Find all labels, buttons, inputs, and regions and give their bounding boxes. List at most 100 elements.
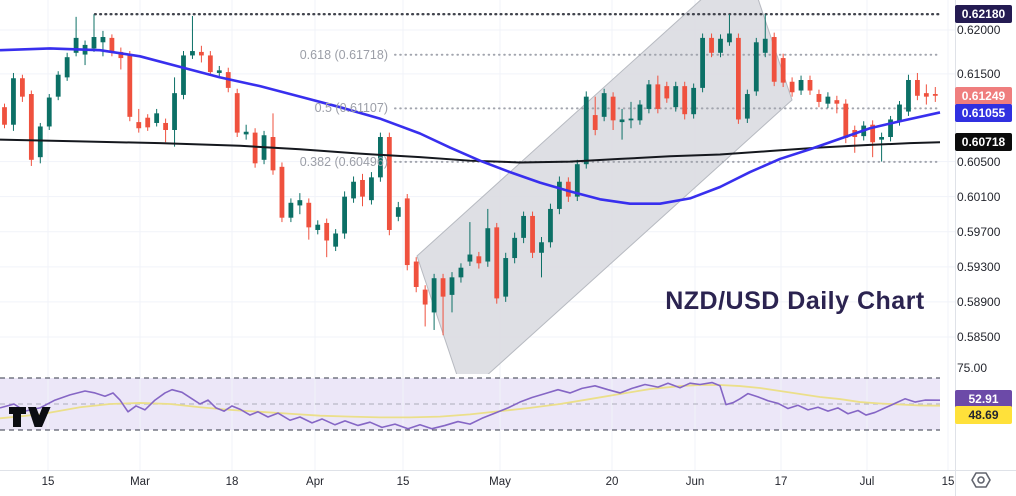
candle-body	[181, 55, 186, 95]
candle-body	[172, 93, 177, 130]
candle-body	[906, 79, 911, 112]
candle-body	[37, 126, 43, 158]
time-axis-label[interactable]: Mar	[130, 476, 150, 488]
candle-body	[530, 215, 535, 253]
candle-body	[163, 122, 168, 130]
candle-body	[378, 137, 383, 178]
candle-body	[825, 96, 831, 104]
candle-body	[789, 81, 795, 93]
candle-body	[360, 179, 365, 197]
candle-body	[351, 181, 356, 199]
candle-body	[485, 228, 491, 262]
rsi-axis-label: 75.00	[957, 361, 988, 375]
price-badge: 0.60718	[955, 133, 1012, 152]
candle-body	[127, 54, 133, 117]
tradingview-logo[interactable]	[8, 404, 52, 433]
candle-body	[458, 267, 464, 278]
candle-body	[404, 198, 410, 266]
time-axis-label[interactable]: 20	[605, 476, 619, 488]
candle-body	[682, 86, 688, 115]
candle-body	[386, 137, 392, 230]
candle-body	[28, 94, 34, 160]
candle-body	[243, 131, 249, 135]
candle-body	[413, 261, 419, 287]
price-axis-label: 0.58900	[957, 294, 1001, 309]
candle-body	[798, 79, 804, 91]
candle-body	[628, 118, 634, 121]
candle-body	[109, 37, 115, 53]
price-axis-label: 0.60100	[957, 189, 1001, 204]
time-axis-label[interactable]: Apr	[306, 476, 324, 488]
candle-body	[252, 132, 258, 164]
rsi-line[interactable]	[0, 381, 941, 430]
time-axis-label[interactable]: May	[489, 476, 511, 488]
fib-level-label: 0.618 (0.61718)	[299, 47, 388, 62]
time-axis-label[interactable]: 15	[396, 476, 410, 488]
candle-body	[199, 51, 204, 56]
price-axis-label: 0.62000	[957, 23, 1001, 37]
candle-body	[646, 84, 652, 109]
candle-body	[610, 96, 616, 121]
candle-body	[521, 215, 526, 238]
candle-body	[136, 122, 142, 129]
candle-body	[557, 181, 562, 209]
candle-body	[342, 196, 347, 234]
candle-body	[270, 137, 276, 171]
gear-icon[interactable]	[968, 469, 994, 491]
candle-body	[11, 78, 16, 125]
candle-body	[619, 119, 625, 123]
candle-body	[807, 79, 813, 91]
candle-body	[691, 87, 697, 115]
candle-body	[664, 86, 670, 99]
candle-body	[816, 94, 822, 102]
candle-body	[718, 38, 723, 53]
candle-body	[753, 42, 759, 92]
candle-body	[897, 104, 902, 122]
candle-body	[879, 137, 884, 140]
time-axis-label[interactable]: 17	[774, 476, 788, 488]
candle-body	[771, 37, 777, 82]
time-axis-label[interactable]: 15	[41, 476, 55, 488]
rsi-ma-line[interactable]	[0, 384, 941, 420]
candle-body	[709, 37, 714, 53]
candle-body	[2, 107, 7, 125]
price-badge: 0.61055	[955, 103, 1012, 122]
candle-body	[565, 181, 571, 197]
rsi-badge: 48.69	[955, 406, 1012, 424]
candle-body	[395, 207, 401, 217]
price-axis-label: 0.60500	[957, 154, 1001, 169]
candle-body	[55, 74, 61, 97]
candle-body	[574, 164, 580, 197]
time-axis-label[interactable]: 18	[225, 476, 239, 488]
candle-body	[780, 58, 786, 83]
candle-body	[762, 38, 768, 53]
time-axis-label[interactable]: Jun	[685, 476, 705, 488]
ma-blue-line[interactable]	[0, 47, 941, 205]
candle-body	[932, 94, 938, 96]
candle-body	[324, 222, 330, 241]
candle-body	[118, 51, 124, 59]
time-axis-label[interactable]: Jul	[859, 476, 875, 488]
candle-body	[637, 104, 643, 121]
candle-body	[655, 84, 661, 109]
ma-black-line[interactable]	[0, 138, 941, 164]
candle-body	[834, 100, 840, 104]
candle-body	[100, 37, 106, 43]
candle-body	[548, 208, 553, 243]
candle-body	[46, 97, 52, 127]
candle-body	[73, 37, 79, 53]
candle-body	[315, 224, 321, 230]
candle-body	[288, 202, 294, 218]
time-axis-label[interactable]: 15	[941, 476, 955, 488]
candle-body	[494, 227, 500, 299]
fib-level-label: 0.5 (0.61107)	[314, 101, 388, 116]
fib-level-label: 0.382 (0.60496)	[299, 154, 388, 169]
candle-body	[449, 277, 455, 295]
trend-channel[interactable]	[416, 0, 793, 396]
candle-body	[91, 37, 97, 49]
candle-body	[476, 256, 482, 264]
candle-body	[700, 37, 705, 88]
candle-body	[369, 177, 374, 201]
candle-body	[888, 119, 893, 138]
